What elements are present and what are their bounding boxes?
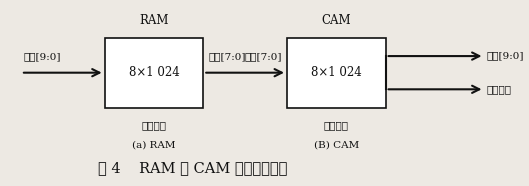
Text: 匹配标志: 匹配标志 — [487, 85, 512, 94]
Text: 图 4    RAM 与 CAM 读取模式比较: 图 4 RAM 与 CAM 读取模式比较 — [98, 161, 288, 175]
Text: 8×1 024: 8×1 024 — [311, 66, 362, 79]
Text: 读取模式: 读取模式 — [324, 122, 349, 131]
Text: 8×1 024: 8×1 024 — [129, 66, 179, 79]
Text: (B) CAM: (B) CAM — [314, 140, 359, 149]
Text: 输出[7:0]: 输出[7:0] — [208, 52, 246, 61]
Text: 地址[9:0]: 地址[9:0] — [487, 52, 524, 61]
Bar — [287, 38, 386, 108]
Text: 输入[7:0]: 输入[7:0] — [244, 52, 282, 61]
Text: 地址[9:0]: 地址[9:0] — [23, 52, 61, 61]
Text: RAM: RAM — [139, 15, 169, 28]
Text: (a) RAM: (a) RAM — [132, 140, 176, 149]
Text: CAM: CAM — [322, 15, 351, 28]
Bar — [105, 38, 203, 108]
Text: 读取模式: 读取模式 — [141, 122, 167, 131]
